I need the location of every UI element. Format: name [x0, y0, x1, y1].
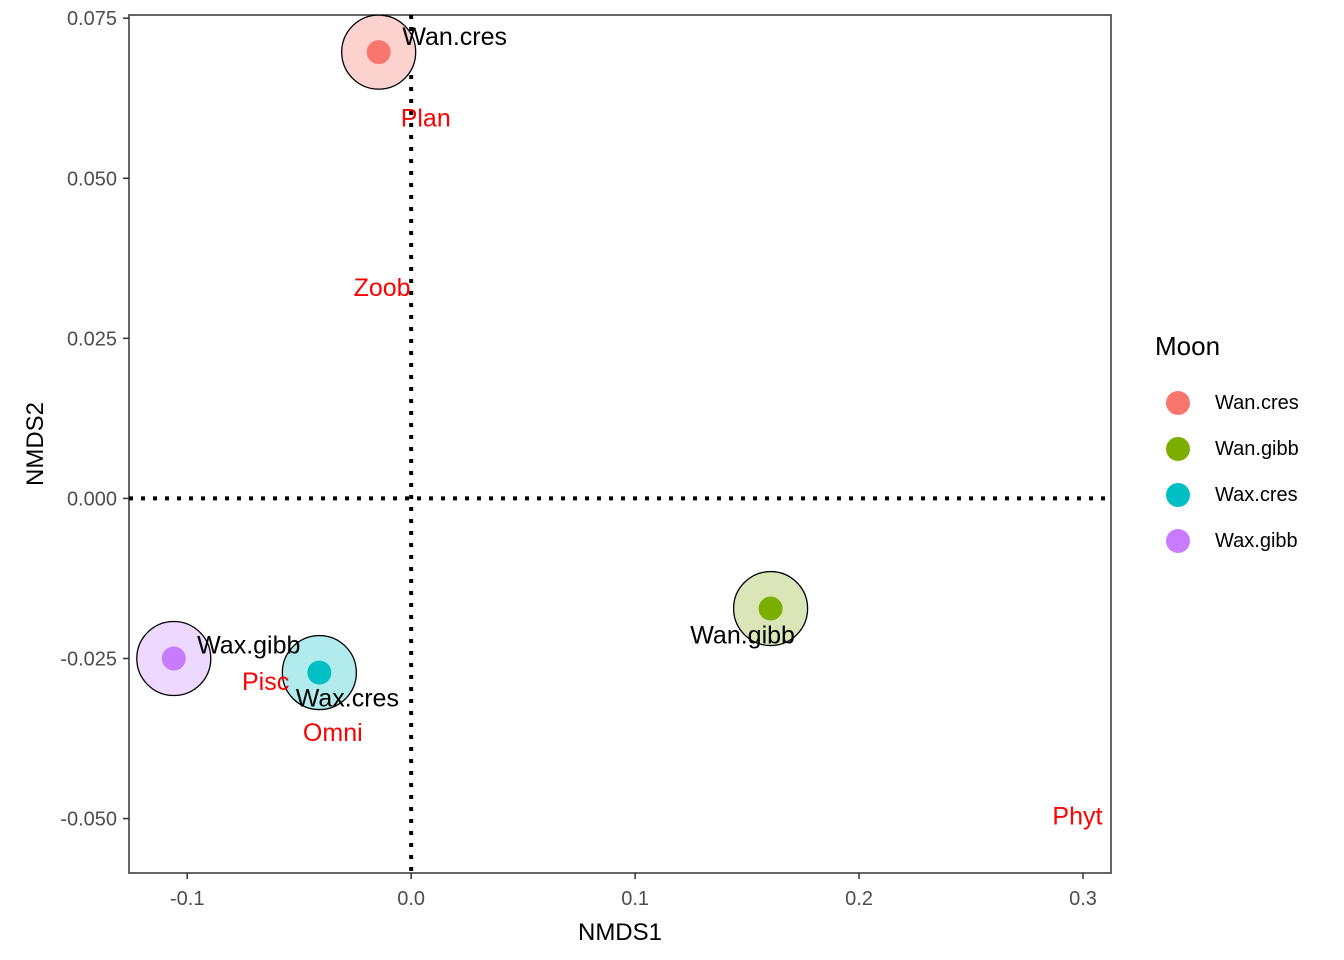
site-label: Wan.gibb	[690, 622, 795, 650]
plot-panel	[128, 14, 1112, 874]
y-tick-label: 0.050	[67, 168, 117, 190]
legend-label: Wan.cres	[1215, 391, 1299, 414]
site-markers	[136, 14, 809, 711]
legend-label: Wax.cres	[1215, 483, 1298, 506]
site-labels: Wan.cres Wan.gibb Wax.cres Wax.gibb	[197, 23, 795, 712]
legend-swatch	[1166, 529, 1190, 553]
species-label: Plan	[401, 104, 451, 132]
species-label: Zoob	[354, 274, 411, 302]
y-axis-title: NMDS2	[22, 402, 49, 486]
legend-swatch	[1166, 391, 1190, 415]
site-point	[307, 660, 332, 685]
y-tick-label: 0.000	[67, 488, 117, 510]
legend-title: Moon	[1155, 331, 1221, 361]
site-label: Wan.cres	[402, 23, 507, 51]
x-tick-label: 0.3	[1069, 888, 1097, 910]
legend: Moon Wan.cres Wan.gibb Wax.cres Wax.gibb	[1155, 330, 1299, 564]
x-tick-label: -0.1	[170, 888, 204, 910]
legend-swatch	[1166, 437, 1190, 461]
x-axis: -0.1 0.0 0.1 0.2 0.3	[170, 873, 1097, 910]
site-label: Wax.gibb	[197, 632, 300, 660]
species-labels: Plan Zoob Pisc Omni Phyt	[242, 104, 1102, 830]
x-tick-label: 0.2	[845, 888, 873, 910]
legend-items: Wan.cres Wan.gibb Wax.cres Wax.gibb	[1155, 380, 1299, 564]
x-tick-label: 0.1	[621, 888, 649, 910]
species-label: Phyt	[1052, 802, 1102, 830]
legend-item: Wan.cres	[1155, 380, 1299, 426]
legend-swatch	[1166, 483, 1190, 507]
species-label: Omni	[303, 719, 363, 747]
y-tick-label: -0.025	[60, 649, 117, 671]
legend-label: Wan.gibb	[1215, 437, 1299, 460]
legend-label: Wax.gibb	[1215, 529, 1298, 552]
plot-border	[128, 14, 1112, 874]
y-tick-label: 0.075	[67, 8, 117, 30]
reference-lines	[129, 15, 1111, 873]
site-label: Wax.cres	[296, 685, 399, 713]
site-point	[161, 646, 186, 671]
y-tick-label: 0.025	[67, 328, 117, 350]
legend-item: Wax.gibb	[1155, 518, 1299, 564]
site-point	[758, 596, 783, 621]
y-tick-label: -0.050	[60, 809, 117, 831]
legend-item: Wan.gibb	[1155, 426, 1299, 472]
species-label: Pisc	[242, 668, 289, 696]
x-axis-title: NMDS1	[578, 919, 662, 946]
y-axis: -0.050 -0.025 0.000 0.025 0.050 0.075	[60, 8, 129, 831]
site-point	[366, 40, 391, 65]
legend-item: Wax.cres	[1155, 472, 1299, 518]
x-tick-label: 0.0	[397, 888, 425, 910]
